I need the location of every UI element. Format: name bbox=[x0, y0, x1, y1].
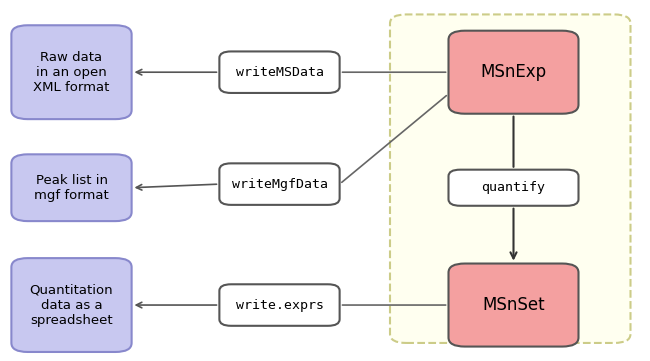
FancyBboxPatch shape bbox=[448, 264, 578, 347]
Text: writeMSData: writeMSData bbox=[235, 66, 324, 79]
Text: MSnSet: MSnSet bbox=[482, 296, 545, 314]
FancyBboxPatch shape bbox=[448, 31, 578, 114]
Text: write.exprs: write.exprs bbox=[235, 299, 324, 312]
FancyBboxPatch shape bbox=[220, 284, 339, 326]
FancyBboxPatch shape bbox=[12, 155, 131, 221]
Text: MSnExp: MSnExp bbox=[480, 63, 547, 81]
Text: Raw data
in an open
XML format: Raw data in an open XML format bbox=[33, 51, 110, 94]
FancyBboxPatch shape bbox=[220, 51, 339, 93]
Text: writeMgfData: writeMgfData bbox=[231, 178, 328, 191]
Text: quantify: quantify bbox=[482, 181, 545, 194]
FancyBboxPatch shape bbox=[12, 258, 131, 352]
FancyBboxPatch shape bbox=[448, 170, 578, 206]
Text: Quantitation
data as a
spreadsheet: Quantitation data as a spreadsheet bbox=[30, 283, 113, 327]
FancyBboxPatch shape bbox=[220, 163, 339, 205]
Text: Peak list in
mgf format: Peak list in mgf format bbox=[34, 174, 109, 202]
FancyBboxPatch shape bbox=[12, 25, 131, 119]
FancyBboxPatch shape bbox=[390, 14, 630, 343]
